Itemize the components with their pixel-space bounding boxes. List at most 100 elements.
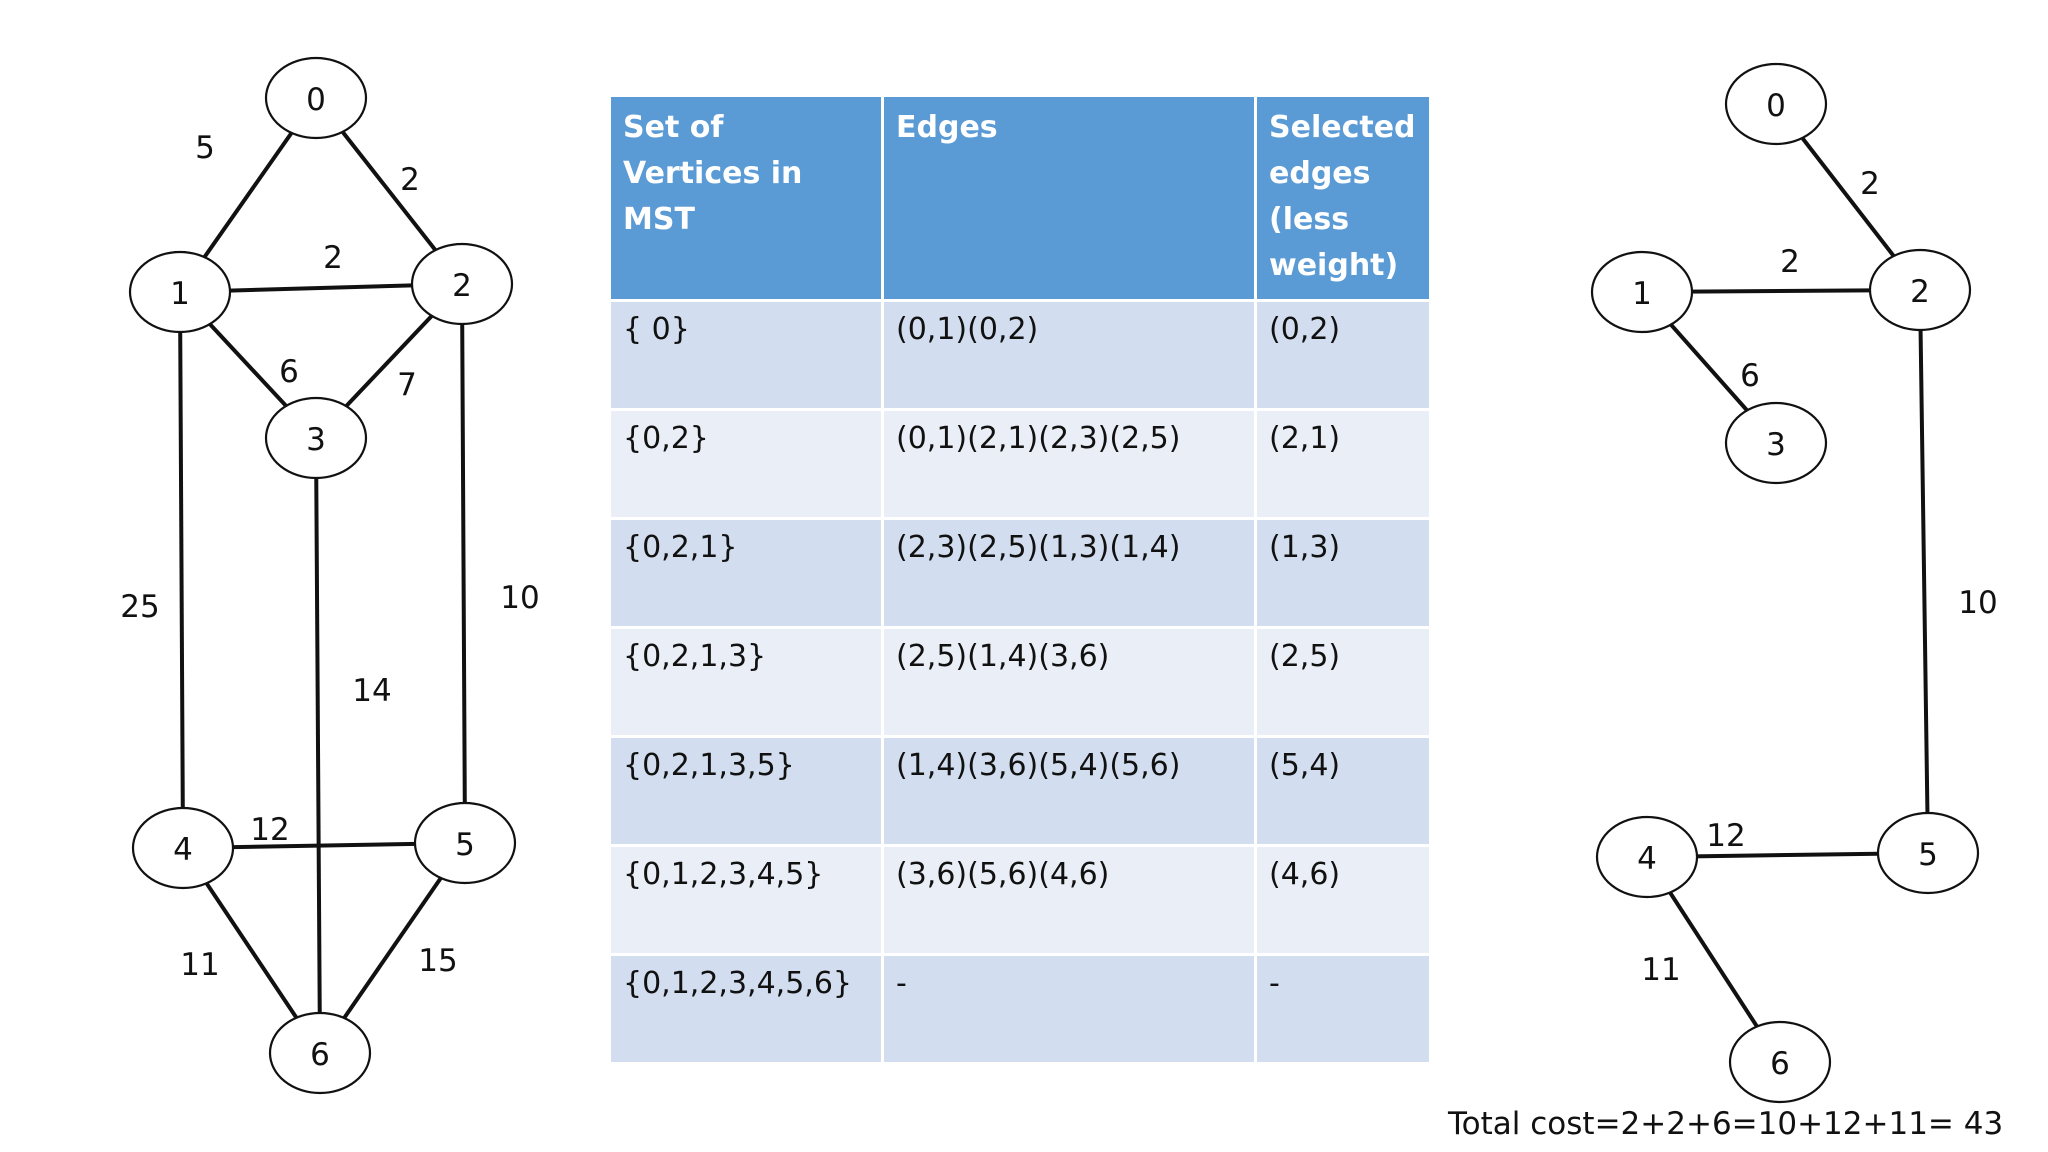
left-node-circle-2 (410, 242, 514, 326)
table-row: {0,2,1,3,5} (1,4)(3,6)(5,4)(5,6) (5,4) (608, 735, 1432, 847)
right-node-6: 6 (1728, 1020, 1832, 1104)
left-node-label-6: 6 (310, 1037, 330, 1073)
left-node-0: 0 (264, 56, 368, 140)
left-edge-weight-5-6: 15 (418, 943, 457, 979)
right-edge-weight-0-2: 2 (1860, 166, 1880, 202)
right-node-label-2: 2 (1910, 274, 1930, 310)
right-node-circle-6 (1728, 1020, 1832, 1104)
left-node-label-4: 4 (173, 832, 193, 868)
left-node-label-1: 1 (170, 276, 190, 312)
right-node-5: 5 (1876, 811, 1980, 895)
table-row: {0,2,1,3} (2,5)(1,4)(3,6) (2,5) (608, 626, 1432, 738)
left-node-2: 2 (410, 242, 514, 326)
right-node-1: 1 (1590, 250, 1694, 334)
left-edge-weight-2-5: 10 (500, 580, 539, 616)
cell-selected-edge: (5,4) (1254, 735, 1432, 847)
table-row: {0,2,1} (2,3)(2,5)(1,3)(1,4) (1,3) (608, 517, 1432, 629)
cell-selected-edge: (2,1) (1254, 408, 1432, 520)
cell-edges: (1,4)(3,6)(5,4)(5,6) (881, 735, 1257, 847)
right-node-2: 2 (1868, 248, 1972, 332)
cell-selected-edge: - (1254, 953, 1432, 1065)
cell-vertex-set: {0,2,1,3,5} (608, 735, 884, 847)
left-edge-weight-1-4: 25 (120, 589, 159, 625)
left-node-label-3: 3 (306, 422, 326, 458)
right-node-3: 3 (1724, 401, 1828, 485)
cell-vertex-set: {0,1,2,3,4,5,6} (608, 953, 884, 1065)
left-edge-3-6 (314, 437, 322, 1054)
left-node-label-5: 5 (455, 827, 475, 863)
prim-steps-table: Set of Vertices in MST Edges Selected ed… (608, 94, 1432, 1065)
cell-vertex-set: { 0} (608, 299, 884, 411)
right-node-label-3: 3 (1766, 427, 1786, 463)
cell-edges: (2,3)(2,5)(1,3)(1,4) (881, 517, 1257, 629)
right-node-label-4: 4 (1637, 841, 1657, 877)
cell-edges: (2,5)(1,4)(3,6) (881, 626, 1257, 738)
right-node-4: 4 (1595, 815, 1699, 899)
cell-selected-edge: (0,2) (1254, 299, 1432, 411)
left-edge-weight-4-5: 12 (250, 812, 289, 848)
right-node-circle-2 (1868, 248, 1972, 332)
left-node-circle-1 (128, 250, 232, 334)
right-edge-weight-4-5: 12 (1706, 818, 1745, 854)
header-edges: Edges (881, 94, 1257, 302)
cell-selected-edge: (1,3) (1254, 517, 1432, 629)
table-row: {0,1,2,3,4,5,6} - - (608, 953, 1432, 1065)
left-edge-weight-3-6: 14 (352, 673, 391, 709)
left-node-circle-5 (413, 801, 517, 885)
right-node-label-1: 1 (1632, 276, 1652, 312)
cell-vertex-set: {0,2} (608, 408, 884, 520)
right-node-circle-4 (1595, 815, 1699, 899)
header-vertex-set: Set of Vertices in MST (608, 94, 884, 302)
left-edge-weight-4-6: 11 (180, 947, 219, 983)
left-edge-weight-0-1: 5 (195, 130, 215, 166)
table-row: {0,2} (0,1)(2,1)(2,3)(2,5) (2,1) (608, 408, 1432, 520)
right-node-label-5: 5 (1918, 837, 1938, 873)
right-node-0: 0 (1724, 62, 1828, 146)
left-node-circle-4 (131, 806, 235, 890)
cell-selected-edge: (2,5) (1254, 626, 1432, 738)
cell-vertex-set: {0,2,1} (608, 517, 884, 629)
right-node-label-6: 6 (1770, 1046, 1790, 1082)
left-node-4: 4 (131, 806, 235, 890)
left-edge-weight-0-2: 2 (400, 162, 420, 198)
right-node-circle-5 (1876, 811, 1980, 895)
right-node-label-0: 0 (1766, 88, 1786, 124)
table-header-row: Set of Vertices in MST Edges Selected ed… (608, 94, 1432, 302)
cell-edges: - (881, 953, 1257, 1065)
right-edge-weight-4-6: 11 (1641, 952, 1680, 988)
left-node-1: 1 (128, 250, 232, 334)
left-node-label-2: 2 (452, 268, 472, 304)
header-selected-edges: Selected edges (less weight) (1254, 94, 1432, 302)
right-node-circle-1 (1590, 250, 1694, 334)
left-edge-weight-2-3: 7 (397, 367, 417, 403)
left-node-circle-6 (268, 1011, 372, 1095)
left-node-circle-3 (264, 396, 368, 480)
right-edge-weight-1-2: 2 (1780, 244, 1800, 280)
right-node-circle-3 (1724, 401, 1828, 485)
left-edge-weight-1-3: 6 (279, 354, 299, 390)
cell-edges: (0,1)(2,1)(2,3)(2,5) (881, 408, 1257, 520)
left-edge-2-5 (460, 283, 467, 844)
left-edge-weight-1-2: 2 (323, 240, 343, 276)
right-edge-weight-1-3: 6 (1740, 358, 1760, 394)
right-edge-weight-2-5: 10 (1958, 585, 1997, 621)
cell-vertex-set: {0,2,1,3} (608, 626, 884, 738)
cell-vertex-set: {0,1,2,3,4,5} (608, 844, 884, 956)
table-row: { 0} (0,1)(0,2) (0,2) (608, 299, 1432, 411)
left-node-5: 5 (413, 801, 517, 885)
right-node-circle-0 (1724, 62, 1828, 146)
table-row: {0,1,2,3,4,5} (3,6)(5,6)(4,6) (4,6) (608, 844, 1432, 956)
left-node-3: 3 (264, 396, 368, 480)
total-cost-label: Total cost=2+2+6=10+12+11= 43 (1448, 1106, 2004, 1142)
cell-selected-edge: (4,6) (1254, 844, 1432, 956)
left-node-6: 6 (268, 1011, 372, 1095)
left-edge-1-4 (178, 291, 185, 849)
cell-edges: (0,1)(0,2) (881, 299, 1257, 411)
cell-edges: (3,6)(5,6)(4,6) (881, 844, 1257, 956)
left-node-circle-0 (264, 56, 368, 140)
right-edge-2-5 (1918, 289, 1930, 854)
left-node-label-0: 0 (306, 82, 326, 118)
